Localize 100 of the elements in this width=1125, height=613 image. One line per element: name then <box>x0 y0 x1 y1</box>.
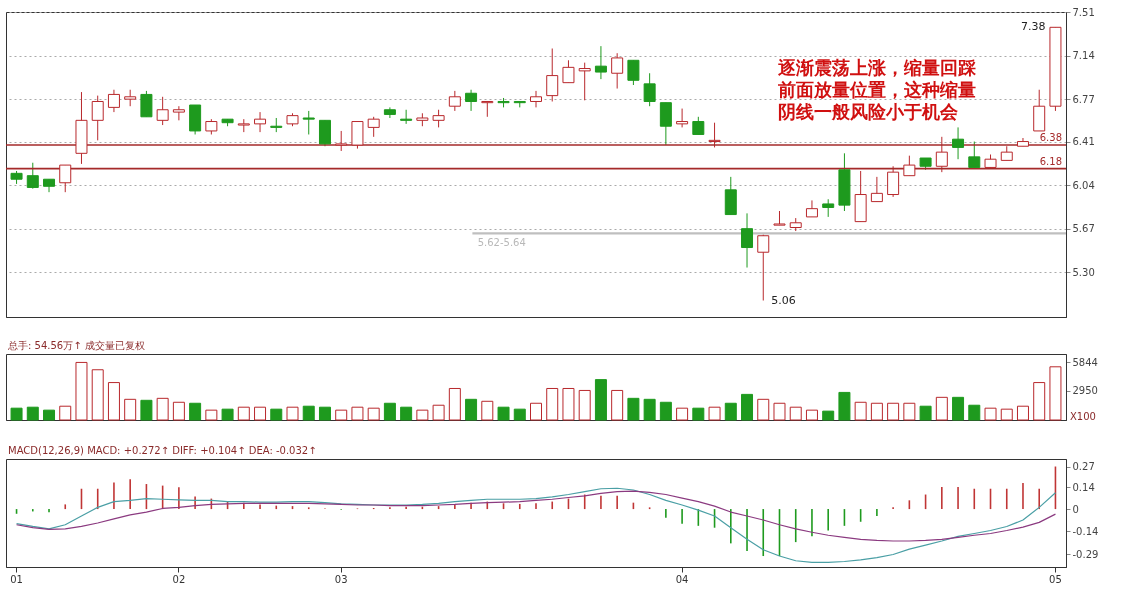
bar <box>448 387 461 421</box>
bar <box>1033 382 1046 421</box>
bar <box>578 389 591 421</box>
y-tick-label: 0.14 <box>1072 481 1095 493</box>
candlestick <box>870 176 883 203</box>
bar <box>124 398 137 421</box>
x-tick-label: 02 <box>172 573 186 585</box>
bar <box>611 389 624 421</box>
bar <box>870 402 883 421</box>
candlestick <box>481 101 494 118</box>
bar <box>270 408 283 421</box>
bar <box>903 402 916 421</box>
candlestick <box>887 165 900 198</box>
candlestick <box>26 162 39 190</box>
annotation: 逐渐震荡上涨，缩量回踩 <box>776 57 977 78</box>
y-tick-label: -0.29 <box>1072 548 1099 560</box>
y-tick-label: -0.14 <box>1072 525 1099 537</box>
x-tick-label: 04 <box>675 573 689 585</box>
bar <box>140 399 153 421</box>
candlestick <box>659 102 672 146</box>
bar <box>968 404 981 421</box>
candlestick <box>172 105 185 121</box>
bar <box>465 398 478 421</box>
bar <box>919 405 932 421</box>
bar <box>318 406 331 421</box>
candlestick <box>59 164 72 193</box>
text: 总手: 54.56万↑ 成交量已复权 <box>7 340 145 351</box>
bar <box>481 400 494 421</box>
bar <box>59 405 72 421</box>
bar <box>26 406 39 421</box>
bar <box>805 409 818 421</box>
candlestick <box>952 126 965 160</box>
candlestick <box>676 108 689 128</box>
candlestick <box>741 212 754 269</box>
bar <box>1016 405 1029 421</box>
bar <box>935 396 948 421</box>
text: X100 <box>1070 411 1096 422</box>
candlestick <box>400 109 413 125</box>
bar <box>432 404 445 421</box>
annotation: 前面放量位置，这种缩量 <box>776 79 976 100</box>
bar <box>513 408 526 421</box>
x-tick-label: 03 <box>334 573 348 585</box>
bar <box>221 408 234 421</box>
line-series <box>15 490 1057 542</box>
bar <box>286 406 299 421</box>
bar <box>416 409 429 421</box>
bar <box>107 382 120 421</box>
candlestick <box>708 122 721 148</box>
candlestick <box>254 111 267 133</box>
bar <box>984 407 997 421</box>
bar <box>757 398 770 421</box>
y-tick-label: 0.27 <box>1072 461 1095 473</box>
bar <box>854 401 867 421</box>
candlestick <box>91 95 104 141</box>
bar <box>692 407 705 421</box>
bar <box>724 402 737 421</box>
band-label: 5.62-5.64 <box>477 236 526 248</box>
bar <box>676 407 689 421</box>
bar <box>887 402 900 421</box>
text: MACD(12,26,9) MACD: +0.272↑ DIFF: +0.104↑ DEA: -0.032↑ <box>8 445 317 456</box>
bar <box>822 410 835 421</box>
candlestick <box>335 130 348 152</box>
bar <box>708 406 721 421</box>
y-tick-label: 0 <box>1072 503 1079 515</box>
bar <box>1049 366 1062 421</box>
candlestick <box>448 90 461 112</box>
bar <box>172 401 185 421</box>
line-series <box>15 487 1057 563</box>
candlestick <box>351 121 364 150</box>
candlestick <box>594 45 607 80</box>
candlestick <box>805 199 818 218</box>
bar <box>91 369 104 421</box>
bar <box>383 402 396 421</box>
y-tick-label: 6.77 <box>1072 93 1095 105</box>
candlestick <box>107 89 120 113</box>
ref-line-label: 6.18 <box>1039 155 1062 167</box>
candlestick <box>903 155 916 177</box>
x-tick-label: 01 <box>10 573 23 585</box>
candlestick <box>935 136 948 173</box>
candlestick <box>530 90 542 108</box>
candlestick <box>562 59 575 84</box>
annotation: 5.06 <box>771 293 796 307</box>
bar <box>10 407 23 421</box>
bar <box>741 393 754 421</box>
bar <box>773 402 786 421</box>
bar <box>497 406 510 421</box>
bar <box>205 409 218 421</box>
x-tick-label: 05 <box>1049 573 1062 585</box>
bar <box>75 361 88 421</box>
annotation: 阴线一般风险小于机会 <box>777 101 959 122</box>
bar <box>351 406 364 421</box>
y-tick-label: 2950 <box>1072 385 1098 397</box>
annotation: 7.38 <box>1020 20 1046 34</box>
bar <box>952 396 965 421</box>
bar <box>335 409 348 421</box>
y-tick-label: 6.41 <box>1072 136 1095 148</box>
candlestick <box>318 119 331 147</box>
bar <box>302 405 315 421</box>
candlestick <box>546 48 559 102</box>
candlestick <box>578 62 591 101</box>
